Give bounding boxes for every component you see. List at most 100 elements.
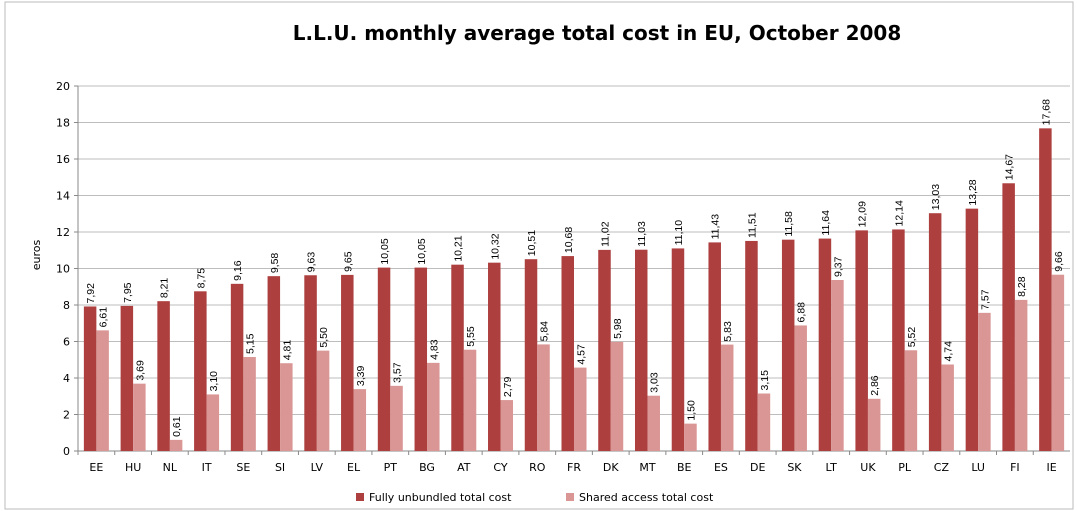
chart-title: L.L.U. monthly average total cost in EU,… bbox=[293, 21, 902, 45]
x-tick-label: LV bbox=[311, 461, 324, 474]
bar bbox=[304, 275, 317, 451]
legend-label: Shared access total cost bbox=[579, 491, 714, 504]
bar bbox=[243, 357, 256, 451]
x-tick-label: DK bbox=[603, 461, 619, 474]
bar bbox=[598, 249, 611, 451]
value-label: 11,58 bbox=[783, 211, 795, 237]
bar bbox=[610, 341, 624, 451]
value-label: 10,05 bbox=[379, 238, 391, 264]
x-tick-label: FR bbox=[567, 461, 581, 474]
bar bbox=[928, 213, 942, 451]
value-label: 11,10 bbox=[673, 220, 685, 246]
value-label: 17,68 bbox=[1040, 99, 1052, 125]
bar bbox=[867, 398, 881, 451]
y-tick-label: 0 bbox=[63, 445, 70, 458]
value-label: 3,03 bbox=[649, 372, 661, 393]
bar bbox=[745, 240, 758, 451]
bar bbox=[230, 283, 244, 451]
value-label: 11,03 bbox=[636, 221, 648, 247]
y-axis-label: euros bbox=[30, 239, 43, 270]
y-tick-label: 12 bbox=[56, 226, 70, 239]
bar bbox=[157, 301, 170, 451]
legend-swatch bbox=[566, 493, 574, 501]
bar bbox=[720, 344, 734, 451]
bar bbox=[267, 276, 281, 451]
value-label: 3,15 bbox=[759, 370, 771, 391]
value-label: 6,88 bbox=[796, 302, 808, 323]
y-tick-label: 10 bbox=[56, 263, 70, 276]
bar bbox=[978, 312, 991, 451]
value-label: 10,05 bbox=[416, 238, 428, 264]
x-tick-label: AT bbox=[457, 461, 471, 474]
value-label: 5,98 bbox=[612, 318, 624, 339]
value-label: 5,83 bbox=[722, 321, 734, 342]
bar bbox=[194, 291, 207, 451]
x-tick-label: ES bbox=[714, 461, 728, 474]
bar bbox=[206, 394, 220, 451]
value-label: 3,57 bbox=[392, 362, 404, 383]
x-tick-label: CZ bbox=[934, 461, 950, 474]
value-label: 3,69 bbox=[134, 360, 146, 381]
bar bbox=[414, 267, 428, 451]
x-tick-label: DE bbox=[750, 461, 765, 474]
value-label: 10,32 bbox=[489, 233, 501, 259]
bar bbox=[133, 383, 146, 451]
value-label: 14,67 bbox=[1004, 154, 1016, 180]
x-tick-label: EL bbox=[347, 461, 361, 474]
bar bbox=[671, 248, 685, 451]
x-tick-label: LT bbox=[826, 461, 838, 474]
value-label: 12,14 bbox=[893, 200, 905, 226]
x-tick-label: FI bbox=[1010, 461, 1020, 474]
bar bbox=[451, 264, 464, 451]
bar bbox=[169, 439, 183, 451]
bar bbox=[574, 367, 587, 451]
value-label: 10,21 bbox=[453, 235, 465, 261]
value-label: 13,03 bbox=[930, 184, 942, 210]
value-label: 4,81 bbox=[281, 340, 293, 361]
bar bbox=[353, 389, 367, 451]
bar bbox=[647, 395, 660, 451]
value-label: 7,57 bbox=[979, 289, 991, 310]
bar bbox=[757, 393, 771, 451]
x-tick-label: SI bbox=[275, 461, 285, 474]
value-label: 4,83 bbox=[428, 339, 440, 360]
value-label: 9,65 bbox=[342, 251, 354, 272]
bar bbox=[1039, 128, 1052, 451]
bar bbox=[463, 349, 477, 451]
value-label: 5,55 bbox=[465, 326, 477, 347]
value-label: 8,75 bbox=[195, 268, 207, 289]
value-label: 5,84 bbox=[539, 321, 551, 342]
x-tick-label: IE bbox=[1047, 461, 1057, 474]
value-label: 5,50 bbox=[318, 327, 330, 348]
value-label: 7,92 bbox=[85, 283, 97, 304]
x-tick-label: SK bbox=[787, 461, 802, 474]
bar bbox=[708, 242, 721, 451]
value-label: 2,86 bbox=[869, 375, 881, 396]
value-label: 11,64 bbox=[820, 210, 832, 236]
value-label: 11,43 bbox=[710, 214, 722, 240]
y-tick-label: 2 bbox=[63, 409, 70, 422]
value-label: 7,95 bbox=[122, 282, 134, 303]
bar bbox=[341, 274, 354, 451]
bar bbox=[634, 249, 648, 451]
value-label: 9,63 bbox=[306, 252, 318, 273]
bar bbox=[818, 238, 832, 451]
value-label: 11,02 bbox=[599, 221, 611, 247]
bar bbox=[427, 362, 440, 451]
x-tick-label: CY bbox=[493, 461, 507, 474]
value-label: 10,68 bbox=[563, 227, 575, 253]
y-tick-label: 8 bbox=[63, 299, 70, 312]
value-label: 8,21 bbox=[159, 278, 171, 299]
value-label: 12,09 bbox=[857, 201, 869, 227]
legend-label: Fully unbundled total cost bbox=[369, 491, 512, 504]
x-tick-label: EE bbox=[89, 461, 103, 474]
bar bbox=[280, 363, 293, 451]
y-tick-label: 16 bbox=[56, 153, 70, 166]
bar bbox=[1051, 274, 1065, 451]
x-tick-label: PT bbox=[384, 461, 398, 474]
bar bbox=[941, 364, 954, 451]
x-tick-label: BE bbox=[677, 461, 692, 474]
value-label: 9,16 bbox=[232, 260, 244, 281]
bar bbox=[500, 400, 514, 451]
